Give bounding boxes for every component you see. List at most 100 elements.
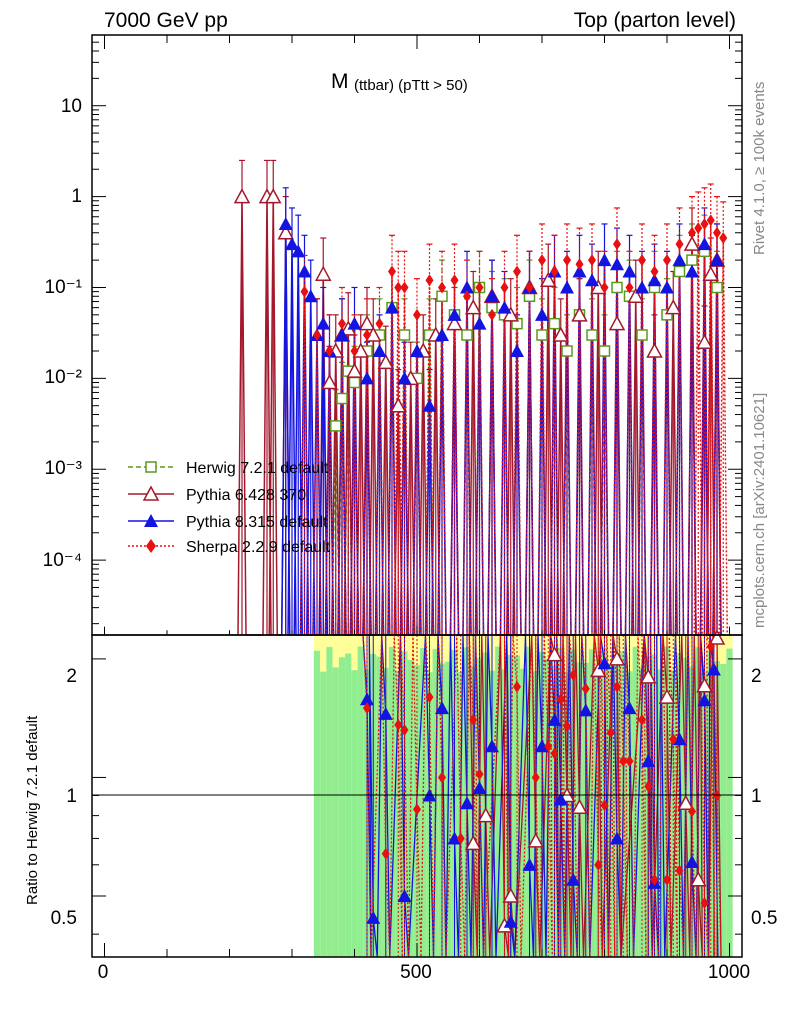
marker-pythia8 — [597, 656, 612, 670]
ytick-ratio-1-right: 1 — [751, 786, 762, 807]
marker-sherpa — [706, 214, 715, 227]
marker-sherpa — [625, 755, 634, 768]
marker-pythia8 — [710, 253, 724, 267]
marker-pythia8 — [503, 914, 518, 928]
header-process: Top (parton level) — [574, 9, 736, 32]
legend-entry-herwig: Herwig 7.2.1 default — [128, 460, 329, 477]
marker-pythia6 — [589, 661, 607, 678]
band-green — [351, 670, 358, 957]
marker-sherpa — [388, 265, 396, 278]
marker-sherpa — [575, 258, 584, 271]
marker-herwig — [336, 392, 348, 405]
marker-sherpa — [469, 713, 478, 726]
marker-pythia8 — [510, 344, 524, 358]
legend-label-herwig: Herwig 7.2.1 default — [186, 460, 329, 477]
marker-herwig — [598, 345, 611, 357]
ytick-main-1e-1: 10⁻¹ — [45, 277, 83, 298]
marker-sherpa — [438, 281, 446, 294]
legend: Herwig 7.2.1 default Pythia 6.428 370 Py… — [128, 460, 331, 556]
marker-pythia6 — [502, 306, 520, 322]
marker-pythia8 — [597, 253, 612, 267]
marker-sherpa — [613, 680, 621, 693]
marker-sherpa — [700, 896, 709, 909]
marker-sherpa — [688, 805, 696, 818]
marker-sherpa — [600, 281, 609, 294]
marker-pythia8 — [460, 796, 474, 810]
marker-sherpa — [650, 265, 659, 278]
marker-pythia8 — [566, 872, 581, 886]
ytick-ratio-2-left: 2 — [66, 666, 77, 687]
marker-pythia6 — [314, 265, 332, 281]
marker-sherpa — [600, 799, 609, 812]
marker-herwig — [586, 329, 598, 341]
ratio-line-sherpa — [362, 634, 722, 958]
marker-sherpa — [300, 285, 309, 298]
marker-sherpa — [550, 747, 559, 760]
marker-pythia8 — [372, 344, 387, 358]
marker-sherpa — [688, 226, 696, 239]
marker-sherpa — [338, 317, 346, 330]
axis-ticks — [92, 34, 742, 957]
marker-pythia6 — [677, 794, 695, 810]
marker-sherpa — [638, 254, 646, 267]
band-green — [588, 649, 596, 957]
marker-sherpa — [463, 290, 471, 303]
marker-sherpa — [675, 864, 684, 877]
marker-herwig — [611, 281, 623, 294]
band-green — [726, 648, 733, 957]
marker-pythia8 — [366, 910, 381, 924]
marker-herwig — [686, 254, 698, 266]
marker-pythia8 — [672, 732, 687, 746]
marker-pythia8 — [622, 264, 637, 278]
marker-sherpa — [588, 254, 596, 267]
legend-entry-pythia8: Pythia 8.315 default — [128, 514, 328, 531]
marker-herwig — [461, 329, 473, 341]
marker-pythia6 — [464, 834, 482, 851]
legend-marker-filled-triangle — [144, 514, 158, 527]
marker-pythia6 — [233, 188, 251, 204]
mcplots-label: mcplots.cern.ch [arXiv:2401.10621] — [751, 393, 768, 628]
marker-pythia8 — [297, 264, 312, 278]
marker-herwig — [561, 345, 573, 357]
ytick-ratio-2-right: 2 — [751, 666, 762, 687]
marker-pythia8 — [291, 244, 306, 258]
marker-pythia6 — [389, 397, 407, 413]
marker-pythia6 — [358, 315, 376, 331]
marker-pythia8 — [485, 289, 499, 303]
ytick-main-1e-2: 10⁻² — [45, 367, 83, 388]
header-energy: 7000 GeV pp — [104, 9, 228, 32]
marker-herwig — [548, 317, 561, 330]
marker-sherpa — [413, 308, 421, 321]
ytick-main-1: 1 — [71, 186, 82, 207]
marker-pythia6 — [277, 224, 295, 240]
marker-pythia8 — [316, 316, 331, 330]
marker-pythia8 — [447, 307, 462, 321]
marker-pythia8 — [535, 307, 549, 321]
marker-pythia8 — [610, 257, 624, 271]
marker-pythia8 — [610, 831, 624, 845]
marker-sherpa — [556, 693, 565, 706]
marker-herwig — [536, 329, 548, 341]
marker-pythia8 — [347, 316, 362, 330]
marker-pythia6 — [377, 353, 395, 370]
ytick-main-10: 10 — [61, 96, 82, 117]
marker-pythia8 — [560, 280, 574, 294]
marker-sherpa — [613, 238, 621, 251]
series-markers — [233, 188, 728, 933]
marker-herwig — [711, 281, 723, 294]
plot-title-main: M — [331, 70, 349, 93]
marker-sherpa — [413, 803, 421, 816]
legend-marker-square — [145, 461, 157, 473]
marker-sherpa — [513, 265, 521, 278]
marker-pythia6 — [502, 887, 520, 903]
marker-pythia8 — [622, 701, 637, 715]
marker-sherpa — [400, 723, 409, 736]
marker-pythia6 — [627, 287, 645, 304]
marker-pythia8 — [578, 703, 593, 717]
marker-pythia6 — [646, 342, 663, 358]
marker-pythia8 — [285, 237, 299, 251]
marker-pythia6 — [552, 326, 570, 342]
marker-sherpa — [450, 274, 459, 287]
ytick-main-1e-3: 10⁻³ — [45, 458, 83, 479]
